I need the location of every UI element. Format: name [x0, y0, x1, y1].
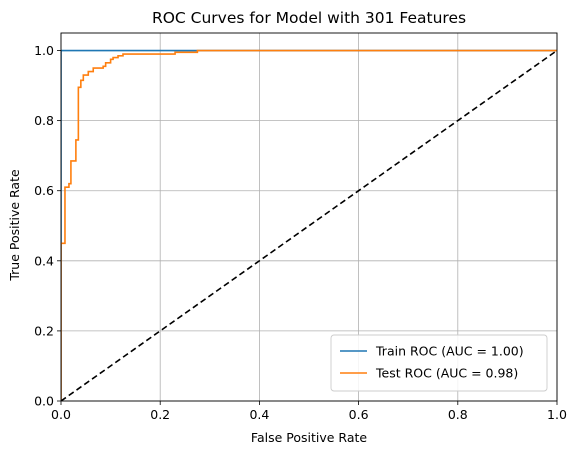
y-axis-label: True Positive Rate — [7, 169, 22, 282]
x-tick-label: 0.0 — [51, 407, 71, 422]
y-tick-label: 0.4 — [34, 253, 54, 268]
y-tick-label: 0.8 — [34, 113, 54, 128]
legend-entry: Train ROC (AUC = 1.00) — [375, 344, 524, 359]
x-tick-label: 0.2 — [150, 407, 170, 422]
plot-area — [61, 49, 557, 401]
diagonal-reference-line — [61, 49, 557, 401]
legend-entry: Test ROC (AUC = 0.98) — [375, 366, 518, 381]
axis-ticks: 0.0 0.2 0.4 0.6 0.8 1.0 0.0 0.2 0.4 0.6 0.8 1.0 — [34, 43, 567, 422]
y-tick-label: 1.0 — [34, 43, 54, 58]
chart-title: ROC Curves for Model with 301 Features — [152, 9, 466, 27]
y-tick-label: 0.2 — [34, 323, 54, 338]
series-line-test — [61, 49, 557, 401]
legend: Train ROC (AUC = 1.00) Test ROC (AUC = 0.… — [330, 334, 548, 392]
axes-border — [60, 32, 558, 402]
x-tick-label: 0.4 — [249, 407, 269, 422]
x-tick-label: 1.0 — [547, 407, 567, 422]
axes-frame — [60, 32, 558, 402]
legend-box — [330, 334, 548, 392]
y-tick-label: 0.6 — [34, 183, 54, 198]
x-axis-label: False Positive Rate — [251, 430, 367, 445]
y-tick-label: 0.0 — [34, 394, 54, 409]
x-tick-label: 0.6 — [349, 407, 369, 422]
x-tick-label: 0.8 — [448, 407, 468, 422]
